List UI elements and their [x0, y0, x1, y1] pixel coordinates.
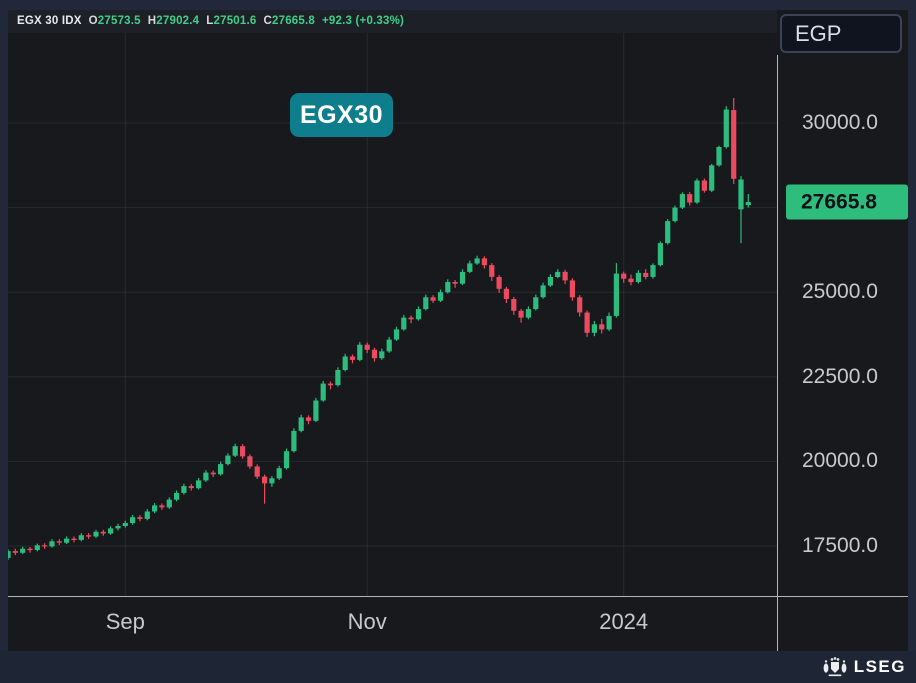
ohlc-header: EGX 30 IDX O27573.5 H27902.4 L27501.6 C27665…: [8, 10, 777, 33]
close-label: C: [263, 15, 273, 27]
gridlines: [8, 10, 777, 597]
time-tick-label: Sep: [105, 609, 145, 634]
low-label: L: [206, 15, 214, 27]
candlestick-series: [8, 98, 751, 560]
currency-selector[interactable]: EGP: [780, 14, 902, 53]
candlestick-chart[interactable]: [8, 10, 777, 597]
change-value: +92.3 (+0.33%): [322, 15, 405, 27]
lseg-crest-icon: [823, 657, 847, 677]
price-tick-label: 22500.0: [802, 364, 878, 388]
price-axis-line: [777, 55, 778, 651]
footer-band: LSEG: [0, 651, 916, 683]
chart-plot-area[interactable]: EGX 30 IDX O27573.5 H27902.4 L27501.6 C27665…: [8, 10, 777, 597]
series-label-egx30[interactable]: EGX30: [290, 93, 393, 137]
price-tick-label: 20000.0: [802, 449, 878, 473]
lseg-brand-text: LSEG: [853, 657, 906, 676]
instrument-name: EGX 30 IDX: [17, 15, 82, 27]
last-price-badge: 27665.8: [786, 184, 908, 220]
chart-surface: EGX 30 IDX O27573.5 H27902.4 L27501.6 C27665…: [8, 10, 908, 651]
high-value: 27902.4: [156, 15, 200, 27]
price-tick-label: 25000.0: [802, 280, 878, 304]
low-value: 27501.6: [213, 15, 257, 27]
time-tick-label: Nov: [347, 609, 387, 634]
close-value: 27665.8: [272, 15, 315, 27]
time-tick-label: 2024: [599, 609, 649, 634]
time-axis[interactable]: Sep Nov 2024: [8, 597, 777, 651]
price-tick-label: 30000.0: [802, 111, 878, 134]
price-axis[interactable]: 27665.8 30000.0 25000.0 22500.0 20000.0 1750…: [778, 10, 908, 651]
price-tick-label: 17500.0: [802, 534, 878, 557]
open-label: O: [88, 15, 98, 27]
time-axis-line: [8, 596, 908, 597]
high-label: H: [147, 15, 157, 27]
open-value: 27573.5: [97, 15, 141, 27]
lseg-logo: LSEG: [822, 651, 906, 683]
